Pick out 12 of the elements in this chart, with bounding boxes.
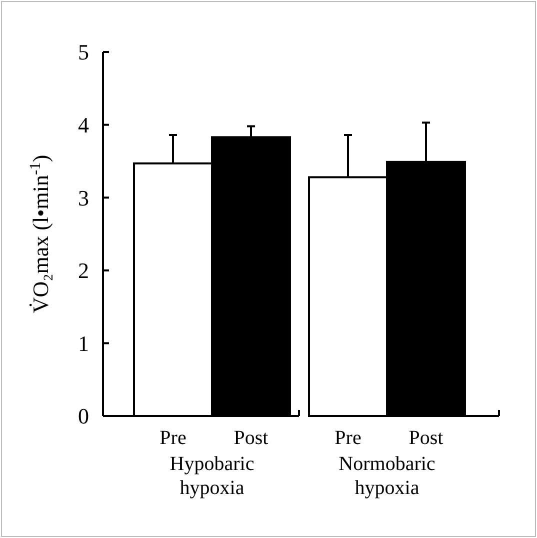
x-tick-label: Pre bbox=[334, 427, 362, 449]
y-tick-label: 3 bbox=[78, 185, 89, 210]
y-tick-label: 2 bbox=[78, 258, 89, 284]
x-tick-label: Pre bbox=[160, 427, 186, 449]
text: Normobaric hypoxia bbox=[338, 453, 436, 499]
y-tick-label: 5 bbox=[78, 40, 89, 65]
y-tick-label: 1 bbox=[78, 330, 89, 356]
x-tick-label: Post bbox=[234, 427, 269, 449]
text: Hypobaric hypoxia bbox=[170, 453, 254, 499]
x-tick-label: Post bbox=[408, 427, 444, 449]
y-tick-label: 4 bbox=[78, 112, 89, 138]
y-tick-label: 0 bbox=[78, 404, 89, 429]
